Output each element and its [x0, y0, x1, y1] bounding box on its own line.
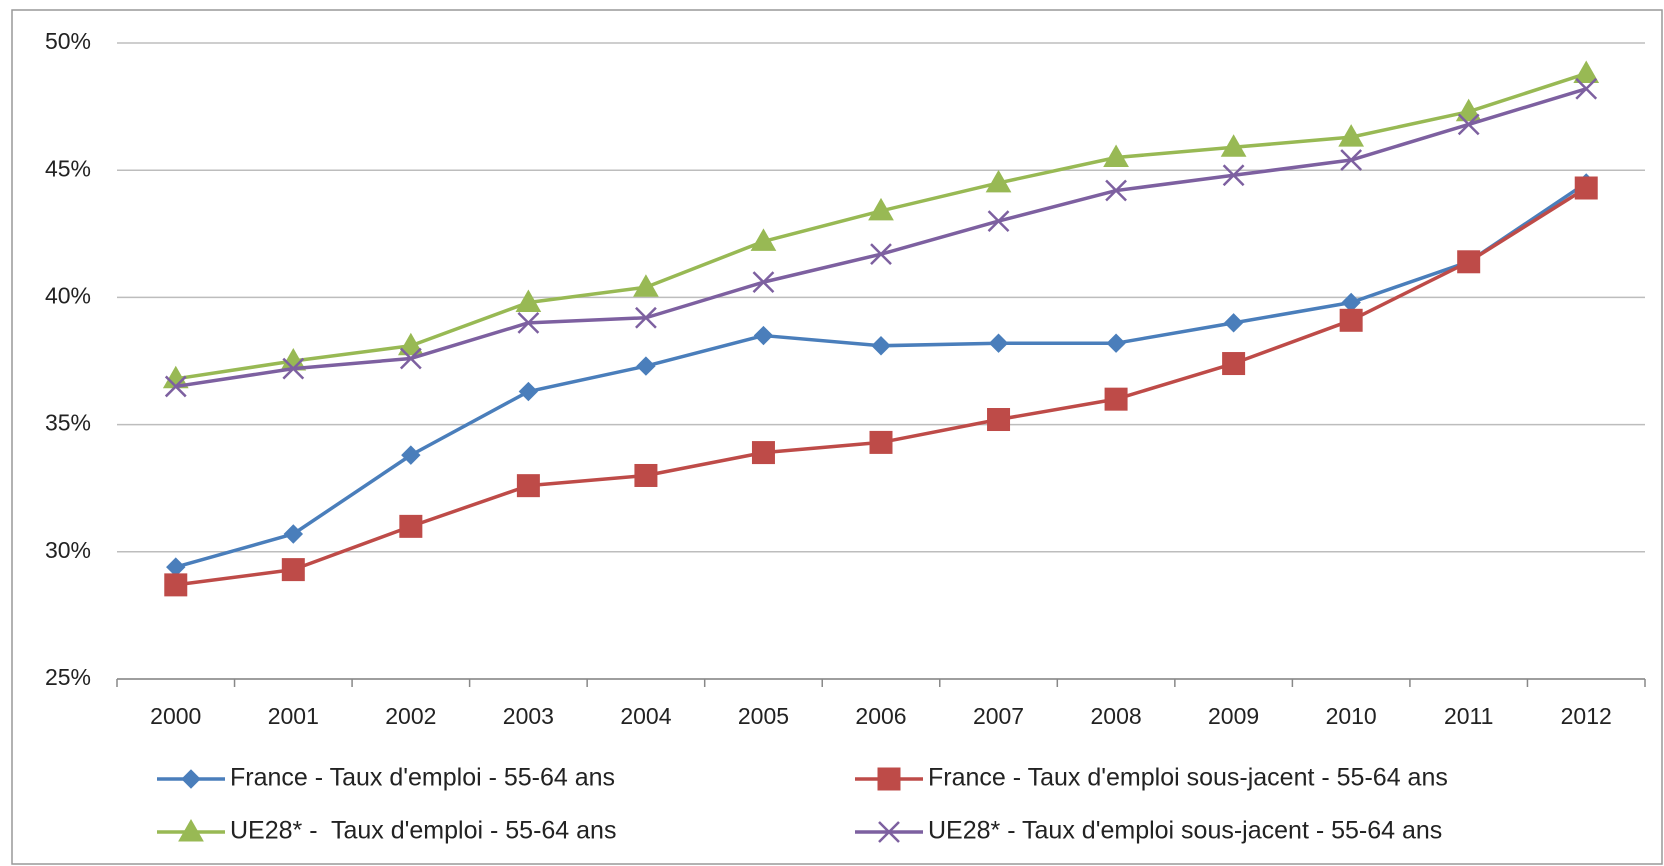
x-tick-label: 2002	[385, 703, 436, 729]
y-tick-label: 40%	[45, 282, 91, 308]
data-point	[985, 169, 1012, 193]
data-point	[164, 573, 188, 597]
x-tick-label: 2008	[1090, 703, 1141, 729]
y-tick-label: 50%	[45, 28, 91, 54]
x-tick-label: 2001	[268, 703, 319, 729]
y-tick-label: 35%	[45, 410, 91, 436]
data-point	[635, 306, 657, 329]
data-point	[752, 271, 775, 294]
data-point	[1455, 98, 1482, 122]
legend-marker	[178, 818, 204, 842]
data-point	[1574, 176, 1598, 200]
data-point	[1222, 352, 1246, 376]
data-point	[987, 210, 1010, 232]
data-point	[1223, 313, 1244, 333]
y-tick-label: 45%	[45, 155, 91, 181]
data-point	[1573, 60, 1600, 84]
legend-label: UE28* - Taux d'emploi sous-jacent - 55-6…	[928, 817, 1442, 845]
data-point	[515, 289, 542, 312]
data-point	[1220, 134, 1247, 157]
data-point	[1222, 164, 1245, 187]
data-point	[518, 381, 539, 402]
data-point	[399, 514, 423, 538]
chart-frame	[11, 9, 1663, 865]
y-tick-label: 30%	[45, 537, 91, 563]
x-tick-label: 2000	[150, 703, 201, 729]
data-point	[281, 558, 305, 582]
data-point	[987, 408, 1011, 432]
data-point	[1340, 149, 1363, 171]
data-point	[1339, 308, 1363, 332]
data-point	[751, 441, 775, 465]
data-point	[164, 375, 187, 398]
x-tick-label: 2012	[1561, 703, 1612, 729]
series-line	[175, 181, 1588, 569]
data-point	[988, 333, 1009, 353]
data-point	[282, 357, 305, 380]
data-point	[283, 524, 304, 544]
x-tick-label: 2003	[503, 703, 554, 729]
data-point	[166, 557, 186, 577]
data-point	[1457, 250, 1481, 274]
data-point	[869, 430, 893, 454]
x-tick-label: 2010	[1326, 703, 1377, 729]
x-tick-label: 2004	[620, 703, 671, 729]
data-point	[870, 243, 892, 266]
data-point	[1104, 387, 1128, 411]
data-point	[868, 197, 894, 221]
data-point	[634, 463, 658, 487]
data-point	[1575, 77, 1598, 100]
data-point	[636, 356, 656, 376]
x-tick-label: 2005	[738, 703, 789, 729]
data-point	[871, 336, 891, 356]
data-point	[753, 325, 774, 346]
x-tick-label: 2011	[1444, 703, 1493, 729]
series-line	[175, 186, 1588, 587]
y-tick-label: 25%	[45, 664, 91, 690]
data-point	[397, 332, 424, 356]
x-tick-label: 2007	[973, 703, 1024, 729]
data-point	[517, 311, 540, 334]
legend-marker	[181, 769, 201, 789]
data-point	[1338, 124, 1365, 147]
legend-label: France - Taux d'emploi sous-jacent - 55-…	[928, 764, 1448, 792]
data-point	[399, 347, 422, 370]
legend-label: UE28* - Taux d'emploi - 55-64 ans	[230, 817, 616, 845]
data-point	[1106, 333, 1126, 353]
legend-marker	[877, 767, 901, 791]
data-point	[633, 274, 659, 297]
data-point	[750, 228, 777, 251]
data-point	[401, 445, 421, 465]
series-line	[175, 71, 1587, 381]
data-point	[1103, 144, 1129, 167]
legend-label: France - Taux d'emploi - 55-64 ans	[230, 764, 615, 792]
data-point	[1341, 292, 1361, 313]
x-tick-label: 2006	[855, 703, 906, 729]
data-point	[1457, 113, 1480, 136]
x-tick-label: 2009	[1208, 703, 1259, 729]
legend-marker	[878, 821, 900, 843]
data-point	[516, 474, 540, 498]
data-point	[1105, 179, 1127, 202]
